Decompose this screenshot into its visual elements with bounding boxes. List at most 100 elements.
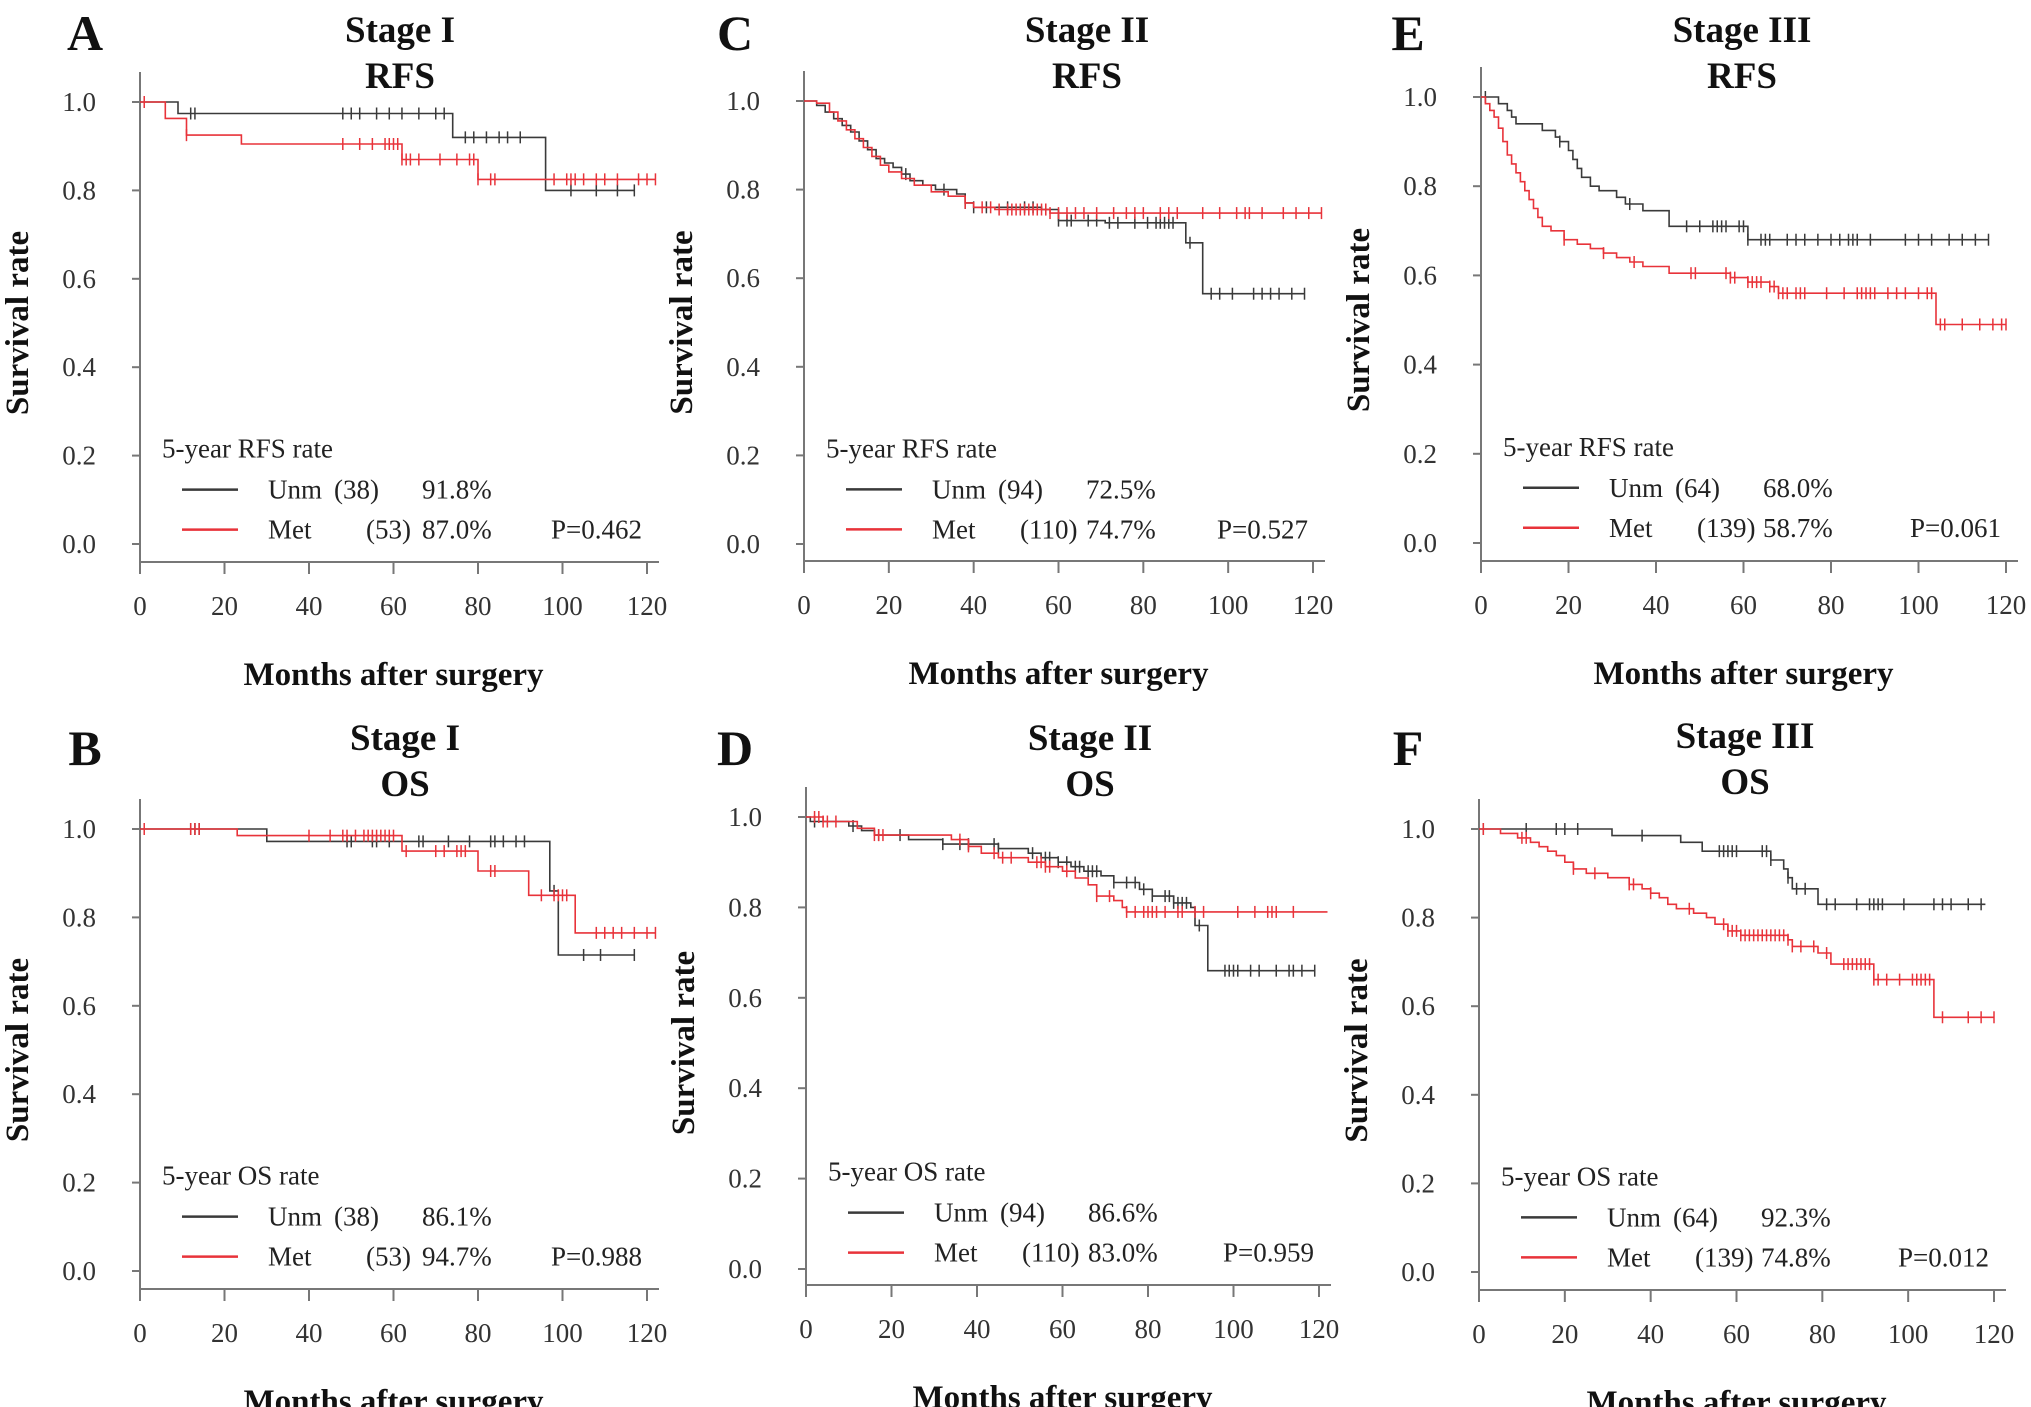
y-axis-label: Survival rate: [664, 230, 700, 414]
y-tick-label: 0.8: [62, 902, 96, 932]
km-curve-unm: [140, 101, 635, 192]
legend-rate: 91.8%: [422, 475, 492, 505]
x-tick-label: 80: [1135, 1314, 1162, 1344]
x-tick-label: 80: [465, 1318, 492, 1348]
km-curve-unm: [140, 828, 635, 956]
y-tick-label: 0.0: [62, 1256, 96, 1286]
panel-letter: B: [68, 720, 101, 776]
x-tick-label: 20: [1555, 590, 1582, 620]
panel-b: B Stage I OS 0.0 0.2 0.4 0.6 0.8 1.0 0 20 40 60 80 100…: [0, 718, 667, 1407]
x-tick-label: 0: [1472, 1319, 1486, 1349]
legend-label: Met: [1607, 1242, 1651, 1272]
legend-n: (53): [366, 1242, 411, 1272]
y-tick-label: 0.2: [1403, 439, 1437, 469]
x-tick-label: 120: [1293, 590, 1334, 620]
x-tick-label: 60: [380, 591, 407, 621]
x-axis-label: Months after surgery: [909, 656, 1209, 692]
x-tick-label: 100: [542, 591, 583, 621]
x-tick-label: 100: [542, 1318, 583, 1348]
km-curve-unm: [1479, 828, 1986, 906]
panel-title-line1: Stage I: [350, 718, 460, 759]
legend-title: 5-year RFS rate: [826, 433, 997, 463]
y-tick-label: 1.0: [726, 86, 760, 116]
p-value: P=0.959: [1223, 1238, 1314, 1268]
legend-n: (139): [1697, 513, 1755, 543]
x-tick-label: 80: [1809, 1319, 1836, 1349]
panel-title-line1: Stage I: [345, 10, 455, 51]
km-curve-met: [140, 828, 656, 934]
p-value: P=0.061: [1910, 513, 2001, 543]
y-axis-label: Survival rate: [666, 951, 702, 1135]
legend-rate: 74.7%: [1086, 514, 1156, 544]
legend-rate: 68.0%: [1763, 473, 1833, 503]
x-tick-label: 60: [1730, 590, 1757, 620]
x-tick-label: 40: [296, 1318, 323, 1348]
legend-label: Met: [268, 515, 312, 545]
x-tick-label: 0: [797, 590, 811, 620]
legend-n: (53): [366, 515, 411, 545]
km-curve-unm: [804, 100, 1305, 295]
x-tick-label: 20: [878, 1314, 905, 1344]
km-curve-unm: [1481, 96, 1989, 241]
y-tick-label: 0.6: [1403, 260, 1437, 290]
legend-rate: 74.8%: [1761, 1242, 1831, 1272]
y-tick-label: 0.6: [62, 264, 96, 294]
y-tick-label: 0.4: [728, 1073, 762, 1103]
panel-a: A Stage I RFS 0.0 0.2 0.4 0.6 0.8 1.0 0 20 40 60 80 10…: [0, 5, 667, 693]
x-tick-label: 0: [133, 591, 147, 621]
legend-n: (139): [1695, 1242, 1753, 1272]
legend-n: (38): [334, 475, 379, 505]
legend-n: (110): [1020, 514, 1077, 544]
x-tick-label: 20: [211, 591, 238, 621]
panel-title-line1: Stage II: [1025, 10, 1149, 51]
panel-title-line2: RFS: [1707, 56, 1777, 97]
legend-title: 5-year OS rate: [828, 1157, 985, 1187]
legend-rate: 58.7%: [1763, 513, 1833, 543]
legend-label: Met: [1609, 513, 1653, 543]
legend-label: Unm: [1609, 473, 1663, 503]
panel-letter: A: [67, 5, 103, 61]
y-tick-label: 0.0: [726, 529, 760, 559]
panel-c: C Stage II RFS 0.0 0.2 0.4 0.6 0.8 1.0 0 20 40 60 80 1…: [664, 5, 1333, 692]
y-tick-label: 0.2: [62, 441, 96, 471]
legend-rate: 83.0%: [1088, 1238, 1158, 1268]
legend-n: (110): [1022, 1238, 1079, 1268]
y-tick-label: 0.4: [1403, 350, 1437, 380]
legend-rate: 86.1%: [422, 1202, 492, 1232]
x-axis-label: Months after surgery: [244, 657, 544, 693]
legend-rate: 86.6%: [1088, 1198, 1158, 1228]
y-tick-label: 0.4: [62, 1079, 96, 1109]
x-tick-label: 40: [960, 590, 987, 620]
x-tick-label: 80: [1818, 590, 1845, 620]
y-axis-label: Survival rate: [1341, 228, 1377, 412]
panel-letter: C: [717, 5, 753, 61]
legend-rate: 92.3%: [1761, 1202, 1831, 1232]
x-axis-label: Months after surgery: [244, 1384, 544, 1407]
x-tick-label: 100: [1208, 590, 1249, 620]
panel-d: D Stage II OS 0.0 0.2 0.4 0.6 0.8 1.0 0 20 40 60 80 10…: [666, 718, 1339, 1407]
x-axis-label: Months after surgery: [913, 1380, 1213, 1407]
x-axis-label: Months after surgery: [1587, 1385, 1887, 1407]
x-tick-label: 120: [627, 1318, 668, 1348]
y-tick-label: 0.0: [1403, 528, 1437, 558]
legend-rate: 94.7%: [422, 1242, 492, 1272]
legend-label: Met: [268, 1242, 312, 1272]
x-tick-label: 60: [1045, 590, 1072, 620]
y-tick-label: 0.8: [62, 175, 96, 205]
legend-n: (38): [334, 1202, 379, 1232]
legend-label: Unm: [1607, 1202, 1661, 1232]
y-tick-label: 0.4: [726, 352, 760, 382]
x-tick-label: 40: [964, 1314, 991, 1344]
y-tick-label: 0.4: [62, 352, 96, 382]
legend-label: Unm: [268, 1202, 322, 1232]
legend-title: 5-year OS rate: [1501, 1161, 1658, 1191]
legend-title: 5-year RFS rate: [1503, 432, 1674, 462]
x-tick-label: 0: [799, 1314, 813, 1344]
y-tick-label: 1.0: [62, 87, 96, 117]
legend-label: Unm: [268, 475, 322, 505]
x-tick-label: 40: [1643, 590, 1670, 620]
x-tick-label: 20: [211, 1318, 238, 1348]
y-tick-label: 0.2: [62, 1168, 96, 1198]
panel-title-line2: RFS: [1052, 56, 1122, 97]
legend-rate: 72.5%: [1086, 474, 1156, 504]
